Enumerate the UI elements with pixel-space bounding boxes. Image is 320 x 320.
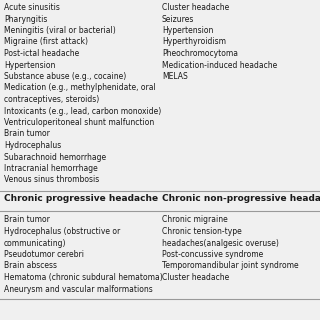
Text: Intoxicants (e.g., lead, carbon monoxide): Intoxicants (e.g., lead, carbon monoxide… <box>4 107 161 116</box>
Text: Chronic non-progressive headache: Chronic non-progressive headache <box>162 194 320 203</box>
Text: Chronic progressive headache: Chronic progressive headache <box>4 194 158 203</box>
Text: Hematoma (chronic subdural hematoma): Hematoma (chronic subdural hematoma) <box>4 273 163 282</box>
Text: Post-concussive syndrome: Post-concussive syndrome <box>162 250 263 259</box>
Text: Substance abuse (e.g., cocaine): Substance abuse (e.g., cocaine) <box>4 72 126 81</box>
Text: Medication-induced headache: Medication-induced headache <box>162 60 277 69</box>
Text: Seizures: Seizures <box>162 14 194 23</box>
Text: Cluster headache: Cluster headache <box>162 273 229 282</box>
Text: Pseudotumor cerebri: Pseudotumor cerebri <box>4 250 84 259</box>
Text: Pharyngitis: Pharyngitis <box>4 14 47 23</box>
Text: Brain abscess: Brain abscess <box>4 261 57 270</box>
Text: communicating): communicating) <box>4 238 67 247</box>
Text: Chronic tension-type: Chronic tension-type <box>162 227 242 236</box>
Text: Hydrocephalus (obstructive or: Hydrocephalus (obstructive or <box>4 227 120 236</box>
Text: Intracranial hemorrhage: Intracranial hemorrhage <box>4 164 98 173</box>
Text: Venous sinus thrombosis: Venous sinus thrombosis <box>4 175 99 185</box>
Text: MELAS: MELAS <box>162 72 188 81</box>
Text: Ventriculoperitoneal shunt malfunction: Ventriculoperitoneal shunt malfunction <box>4 118 154 127</box>
Text: contraceptives, steroids): contraceptives, steroids) <box>4 95 99 104</box>
Text: headaches(analgesic overuse): headaches(analgesic overuse) <box>162 238 279 247</box>
Text: Pheochromocytoma: Pheochromocytoma <box>162 49 238 58</box>
Text: Hyperthyroidism: Hyperthyroidism <box>162 37 226 46</box>
Text: Hypertension: Hypertension <box>4 60 55 69</box>
Text: Post-ictal headache: Post-ictal headache <box>4 49 79 58</box>
Text: Chronic migraine: Chronic migraine <box>162 215 228 225</box>
Text: Acute sinusitis: Acute sinusitis <box>4 3 60 12</box>
Text: Meningitis (viral or bacterial): Meningitis (viral or bacterial) <box>4 26 116 35</box>
Text: Subarachnoid hemorrhage: Subarachnoid hemorrhage <box>4 153 106 162</box>
Text: Cluster headache: Cluster headache <box>162 3 229 12</box>
Text: Hydrocephalus: Hydrocephalus <box>4 141 61 150</box>
Text: Hypertension: Hypertension <box>162 26 213 35</box>
Text: Migraine (first attack): Migraine (first attack) <box>4 37 88 46</box>
Text: Medication (e.g., methylphenidate, oral: Medication (e.g., methylphenidate, oral <box>4 84 156 92</box>
Text: Brain tumor: Brain tumor <box>4 130 50 139</box>
Text: Temporomandibular joint syndrome: Temporomandibular joint syndrome <box>162 261 299 270</box>
Text: Brain tumor: Brain tumor <box>4 215 50 225</box>
Text: Aneurysm and vascular malformations: Aneurysm and vascular malformations <box>4 284 153 293</box>
